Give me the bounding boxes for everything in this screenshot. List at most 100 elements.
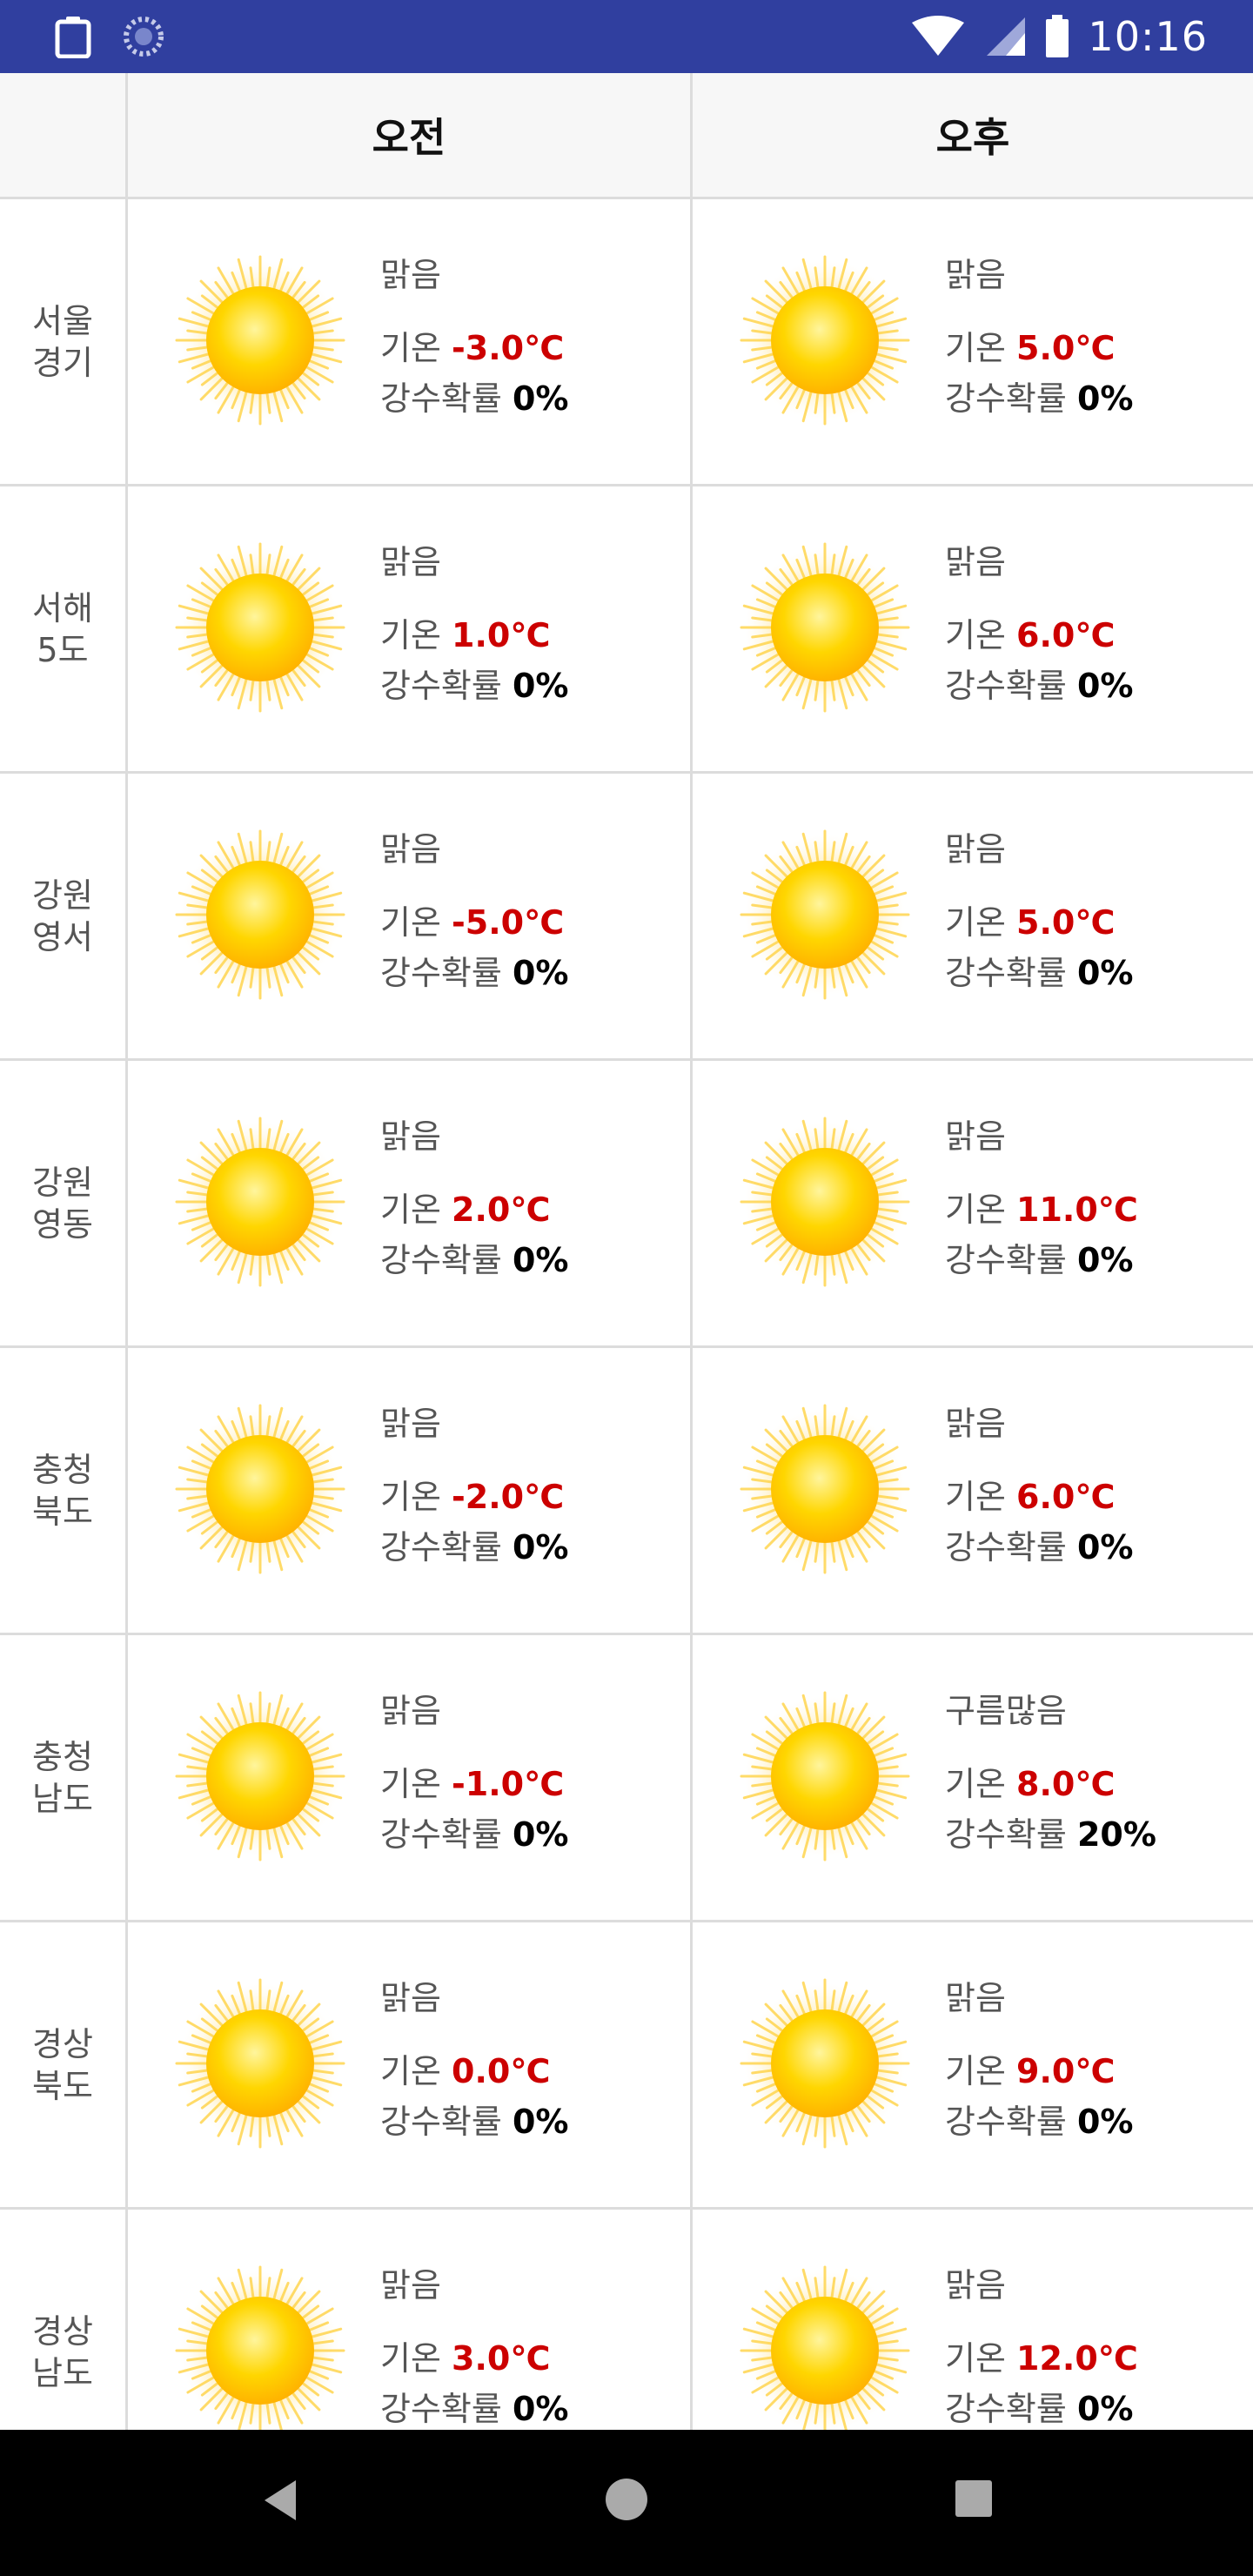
- temperature-line: 기온 5.0℃: [945, 901, 1133, 944]
- temperature-value: 11.0℃: [1016, 1191, 1138, 1229]
- precipitation-line: 강수확률 0%: [945, 1526, 1133, 1569]
- temperature-line: 기온 11.0℃: [945, 1188, 1138, 1231]
- precipitation-label: 강수확률: [945, 2103, 1067, 2141]
- temperature-value: -1.0℃: [452, 1765, 565, 1803]
- precipitation-value: 0%: [1076, 954, 1134, 992]
- temperature-label: 기온: [945, 329, 1006, 367]
- temperature-value: 5.0℃: [1016, 329, 1116, 367]
- precipitation-line: 강수확률 0%: [945, 1238, 1138, 1282]
- precipitation-line: 강수확률 0%: [380, 1238, 568, 1282]
- forecast-info: 맑음 기온 9.0℃ 강수확률 0%: [945, 1976, 1133, 2143]
- precipitation-line: 강수확률 0%: [380, 951, 568, 995]
- back-icon[interactable]: [261, 2479, 299, 2522]
- precipitation-value: 0%: [1076, 1528, 1134, 1566]
- precipitation-label: 강수확률: [380, 1528, 502, 1566]
- navigation-bar: [0, 2430, 1253, 2576]
- home-icon[interactable]: [606, 2479, 647, 2520]
- signal-icon: [987, 17, 1026, 56]
- temperature-value: 0.0℃: [452, 2052, 551, 2090]
- precipitation-value: 0%: [512, 1241, 569, 1279]
- precipitation-line: 강수확률 20%: [945, 1813, 1156, 1856]
- condition-text: 맑음: [380, 1405, 441, 1443]
- condition-text: 구름많음: [945, 1692, 1067, 1730]
- sun-icon: [740, 1978, 910, 2149]
- temperature-label: 기온: [945, 2339, 1006, 2378]
- forecast-info: 맑음 기온 6.0℃ 강수확률 0%: [945, 540, 1133, 708]
- temperature-label: 기온: [945, 2052, 1006, 2090]
- temperature-label: 기온: [380, 2339, 441, 2378]
- sun-icon: [740, 1691, 910, 1862]
- temperature-label: 기온: [380, 1765, 441, 1803]
- forecast-cell-am: 맑음 기온 -3.0℃ 강수확률 0%: [125, 199, 693, 484]
- forecast-cell-pm: 맑음 기온 12.0℃ 강수확률 0%: [690, 2210, 1253, 2430]
- status-right: 10:16: [910, 9, 1208, 64]
- precipitation-value: 0%: [1076, 1241, 1134, 1279]
- table-row: 강원 영동 맑음 기온 2.0℃ 강수확률 0% 맑음 기온 11.0℃ 강수확률 0%: [0, 1061, 1253, 1348]
- table-row: 경상 남도 맑음 기온 3.0℃ 강수확률 0% 맑음 기온 12.0℃ 강수확률 0%: [0, 2210, 1253, 2430]
- region-label: 강원 영동: [32, 1163, 93, 1244]
- condition-text: 맑음: [380, 256, 441, 294]
- condition-text: 맑음: [945, 2266, 1006, 2304]
- temperature-value: 6.0℃: [1016, 1478, 1116, 1516]
- precipitation-line: 강수확률 0%: [380, 1813, 568, 1856]
- temperature-line: 기온 12.0℃: [945, 2337, 1138, 2380]
- forecast-cell-pm: 맑음 기온 5.0℃ 강수확률 0%: [690, 774, 1253, 1058]
- temperature-label: 기온: [945, 903, 1006, 942]
- temperature-label: 기온: [945, 1478, 1006, 1516]
- region-label: 경상 북도: [32, 2024, 93, 2105]
- precipitation-label: 강수확률: [380, 1815, 502, 1854]
- table-row: 충청 남도 맑음 기온 -1.0℃ 강수확률 0% 구름많음 기온 8.0℃ 강수확률 20…: [0, 1635, 1253, 1922]
- sun-icon: [175, 542, 345, 713]
- temperature-label: 기온: [945, 1765, 1006, 1803]
- recents-icon[interactable]: [955, 2480, 992, 2517]
- condition-text: 맑음: [380, 1979, 441, 2017]
- temperature-label: 기온: [945, 616, 1006, 654]
- table-header: 오전 오후: [0, 73, 1253, 199]
- region-label: 충청 북도: [32, 1450, 93, 1531]
- table-row: 서해 5도 맑음 기온 1.0℃ 강수확률 0% 맑음 기온 6.0℃ 강수확률 0%: [0, 486, 1253, 774]
- precipitation-line: 강수확률 0%: [945, 2100, 1133, 2143]
- condition-text: 맑음: [380, 543, 441, 581]
- sun-icon: [740, 2265, 910, 2430]
- precipitation-line: 강수확률 0%: [380, 2387, 568, 2430]
- forecast-info: 맑음 기온 12.0℃ 강수확률 0%: [945, 2264, 1138, 2430]
- precipitation-value: 0%: [512, 1815, 569, 1854]
- region-label: 충청 남도: [32, 1737, 93, 1818]
- temperature-value: 3.0℃: [452, 2339, 551, 2378]
- precipitation-line: 강수확률 0%: [945, 951, 1133, 995]
- sun-icon: [740, 1404, 910, 1574]
- forecast-info: 맑음 기온 -2.0℃ 강수확률 0%: [380, 1402, 568, 1569]
- sun-icon: [740, 829, 910, 1000]
- temperature-line: 기온 5.0℃: [945, 326, 1133, 370]
- clock: 10:16: [1088, 13, 1208, 60]
- sun-icon: [175, 1404, 345, 1574]
- status-bar: 10:16: [0, 0, 1253, 73]
- forecast-cell-am: 맑음 기온 -5.0℃ 강수확률 0%: [125, 774, 693, 1058]
- precipitation-value: 0%: [1076, 2103, 1134, 2141]
- temperature-value: 2.0℃: [452, 1191, 551, 1229]
- region-label: 경상 남도: [32, 2311, 93, 2392]
- condition-text: 맑음: [945, 1117, 1006, 1156]
- sun-icon: [175, 1117, 345, 1287]
- temperature-label: 기온: [380, 903, 441, 942]
- forecast-cell-pm: 맑음 기온 5.0℃ 강수확률 0%: [690, 199, 1253, 484]
- table-row: 충청 북도 맑음 기온 -2.0℃ 강수확률 0% 맑음 기온 6.0℃ 강수확률 0%: [0, 1348, 1253, 1635]
- forecast-cell-pm: 맑음 기온 9.0℃ 강수확률 0%: [690, 1922, 1253, 2207]
- condition-text: 맑음: [380, 1692, 441, 1730]
- temperature-label: 기온: [380, 2052, 441, 2090]
- precipitation-label: 강수확률: [380, 379, 502, 418]
- condition-text: 맑음: [380, 2266, 441, 2304]
- temperature-label: 기온: [380, 329, 441, 367]
- precipitation-value: 0%: [512, 2390, 569, 2428]
- precipitation-label: 강수확률: [380, 1241, 502, 1279]
- region-label: 강원 영서: [32, 875, 93, 956]
- forecast-info: 맑음 기온 0.0℃ 강수확률 0%: [380, 1976, 568, 2143]
- table-row: 경상 북도 맑음 기온 0.0℃ 강수확률 0% 맑음 기온 9.0℃ 강수확률 0%: [0, 1922, 1253, 2210]
- temperature-value: 6.0℃: [1016, 616, 1116, 654]
- precipitation-label: 강수확률: [945, 1528, 1067, 1566]
- condition-text: 맑음: [945, 1979, 1006, 2017]
- temperature-line: 기온 -5.0℃: [380, 901, 568, 944]
- condition-text: 맑음: [945, 1405, 1006, 1443]
